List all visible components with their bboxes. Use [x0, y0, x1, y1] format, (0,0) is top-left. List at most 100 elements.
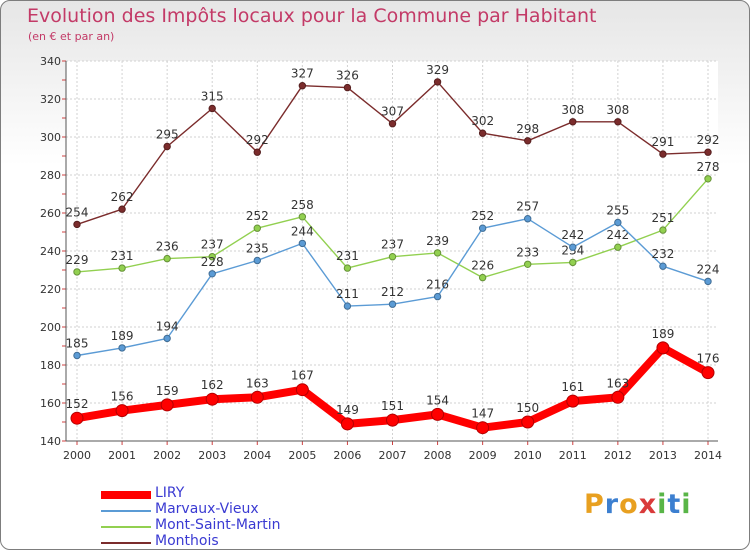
data-label: 258: [291, 198, 314, 212]
data-point: [208, 104, 216, 113]
data-label: 162: [201, 378, 224, 392]
x-tick-label: 2004: [243, 449, 271, 462]
data-label: 194: [156, 319, 179, 333]
legend-swatch: [101, 491, 151, 499]
x-tick-label: 2012: [604, 449, 632, 462]
data-point: [524, 215, 532, 223]
data-label: 262: [111, 190, 134, 204]
data-label: 147: [471, 407, 494, 421]
data-point: [253, 224, 261, 232]
data-point: [521, 415, 535, 429]
data-point: [205, 392, 219, 406]
logo-letter: r: [604, 489, 620, 520]
data-label: 307: [381, 105, 404, 119]
data-label: 251: [651, 211, 674, 225]
data-label: 167: [291, 369, 314, 383]
data-point: [298, 239, 307, 248]
logo-letter: i: [657, 489, 668, 520]
logo-letter: x: [638, 489, 658, 520]
data-point: [70, 411, 84, 425]
data-label: 163: [246, 376, 269, 390]
data-point: [160, 398, 174, 412]
legend-label: LIRY: [155, 485, 185, 501]
data-point: [298, 213, 307, 221]
data-point: [569, 118, 577, 126]
data-label: 308: [606, 103, 629, 117]
data-label: 228: [201, 255, 224, 269]
data-label: 292: [246, 133, 269, 147]
data-point: [388, 120, 397, 128]
data-point: [704, 277, 712, 286]
y-tick-label: 200: [40, 321, 61, 334]
data-point: [611, 390, 625, 404]
x-tick-label: 2006: [333, 449, 361, 462]
data-point: [253, 148, 261, 156]
legend-label: Marvaux-Vieux: [155, 501, 259, 517]
data-point: [614, 218, 622, 227]
data-label: 152: [66, 397, 89, 411]
data-point: [343, 302, 352, 310]
data-point: [566, 394, 580, 408]
data-point: [433, 78, 442, 86]
y-tick-label: 300: [40, 131, 61, 144]
data-point: [386, 413, 399, 427]
data-point: [163, 142, 171, 151]
x-tick-label: 2008: [424, 449, 452, 462]
data-point: [659, 150, 667, 158]
data-point: [524, 137, 532, 145]
data-point: [656, 341, 670, 355]
data-label: 326: [336, 69, 359, 83]
data-point: [298, 82, 307, 90]
data-point: [478, 273, 487, 282]
logo-letter: t: [667, 489, 682, 520]
data-label: 189: [651, 327, 674, 341]
data-label: 231: [336, 249, 359, 263]
logo-letter: o: [619, 489, 639, 520]
data-point: [659, 226, 667, 234]
data-point: [115, 404, 129, 418]
data-label: 150: [516, 401, 539, 415]
data-label: 176: [697, 352, 720, 366]
data-label: 216: [426, 278, 449, 292]
data-label: 255: [606, 204, 629, 218]
data-point: [73, 220, 81, 229]
data-point: [569, 243, 577, 251]
data-point: [73, 268, 81, 276]
legend-swatch: [101, 510, 151, 512]
data-point: [340, 417, 354, 431]
y-tick-label: 280: [40, 169, 61, 182]
data-label: 244: [291, 224, 314, 238]
data-label: 252: [246, 209, 269, 223]
x-tick-label: 2014: [694, 449, 722, 462]
data-point: [118, 264, 126, 272]
y-tick-label: 140: [40, 435, 61, 448]
data-label: 229: [66, 253, 89, 267]
x-tick-label: 2009: [469, 449, 497, 462]
data-label: 211: [336, 287, 359, 301]
data-point: [343, 264, 352, 272]
data-label: 185: [66, 337, 89, 351]
data-label: 242: [606, 228, 629, 242]
data-label: 154: [426, 393, 449, 407]
data-label: 239: [426, 234, 449, 248]
x-tick-label: 2002: [153, 449, 181, 462]
data-point: [73, 351, 81, 360]
data-label: 232: [651, 247, 674, 261]
data-label: 149: [336, 403, 359, 417]
data-label: 237: [201, 238, 224, 252]
chart-subtitle: (en € et par an): [28, 30, 115, 43]
data-point: [431, 407, 445, 421]
data-point: [388, 300, 397, 308]
data-label: 159: [156, 384, 179, 398]
data-label: 163: [606, 376, 629, 390]
data-point: [433, 249, 442, 257]
data-point: [208, 253, 216, 261]
data-point: [614, 243, 622, 251]
x-tick-label: 2013: [649, 449, 677, 462]
legend-swatch: [101, 542, 151, 544]
data-label: 242: [561, 228, 584, 242]
data-point: [433, 292, 442, 301]
data-label: 308: [561, 103, 584, 117]
data-point: [659, 262, 667, 270]
